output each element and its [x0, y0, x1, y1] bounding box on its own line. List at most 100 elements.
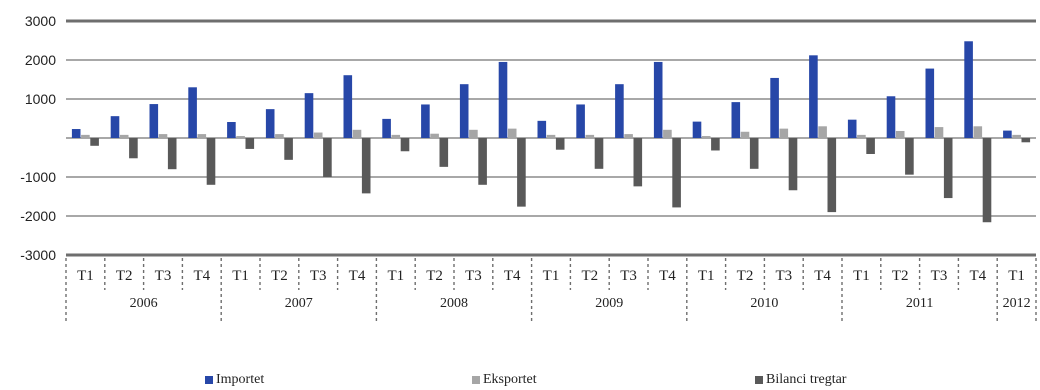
bar-importet [188, 87, 197, 138]
bar-bilanci-tregtar [866, 138, 875, 154]
legend-item-bilanci-tregtar: Bilanci tregtar [755, 372, 846, 388]
y-axis: 3000 2000 1000 -1000 -2000 -3000 [20, 13, 56, 263]
bar-importet [304, 93, 314, 138]
bar-importet [459, 84, 469, 138]
bar-eksportet [313, 132, 323, 138]
bar-importet [770, 77, 779, 138]
bar-importet [71, 129, 81, 138]
bar-eksportet [197, 134, 207, 138]
y-tick-label: 3000 [25, 13, 56, 29]
bar-importet [925, 68, 935, 138]
bar-bilanci-tregtar [555, 138, 565, 150]
x-tick-quarter: T2 [737, 268, 754, 284]
bar-bilanci-tregtar [478, 138, 487, 185]
x-tick-quarter: T1 [387, 268, 404, 284]
y-tick-label: -2000 [20, 208, 56, 224]
bar-bilanci-tregtar [517, 138, 526, 207]
x-tick-quarter: T4 [969, 268, 986, 284]
bar-bilanci-tregtar [245, 138, 255, 149]
bar-bilanci-tregtar [361, 138, 371, 194]
legend-label: Importet [216, 372, 265, 387]
bar-importet [1003, 130, 1012, 138]
bar-eksportet [740, 131, 750, 138]
bar-eksportet [1012, 134, 1021, 138]
legend-label: Eksportet [483, 372, 537, 387]
x-tick-quarter: T3 [775, 268, 792, 284]
bar-bilanci-tregtar [982, 138, 992, 223]
bar-eksportet [81, 134, 90, 138]
bar-bilanci-tregtar [206, 138, 216, 185]
x-tick-quarter: T3 [155, 268, 172, 284]
bar-eksportet [818, 126, 827, 138]
bar-bilanci-tregtar [827, 138, 837, 213]
x-tick-quarter: T1 [698, 268, 715, 284]
x-tick-year: 2007 [285, 296, 313, 311]
bar-importet [576, 104, 585, 138]
bar-importet [615, 84, 624, 138]
bar-bilanci-tregtar [749, 138, 759, 169]
bar-importet [498, 61, 508, 139]
x-tick-quarter: T4 [504, 268, 521, 284]
bar-importet [964, 41, 973, 138]
bar-eksportet [119, 134, 129, 138]
bar-importet [421, 104, 430, 138]
legend-item-importet: Importet [205, 372, 264, 388]
x-tick-quarter: T4 [349, 268, 366, 284]
bar-bilanci-tregtar [1021, 138, 1031, 143]
bar-eksportet [275, 134, 284, 138]
bar-importet [847, 119, 857, 138]
x-tick-year: 2010 [750, 296, 778, 311]
bar-importet [227, 122, 236, 138]
bar-importet [692, 121, 702, 138]
bar-importet [537, 120, 547, 138]
x-tick-year: 2011 [906, 296, 933, 311]
bar-importet [731, 102, 741, 138]
bar-importet [343, 75, 353, 138]
bar-eksportet [430, 133, 439, 138]
bar-bilanci-tregtar [167, 138, 177, 170]
x-tick-quarter: T4 [193, 268, 210, 284]
bar-eksportet [469, 129, 478, 138]
bar-eksportet [391, 134, 401, 138]
bar-eksportet [857, 134, 866, 138]
x-axis: T1 T2 T3 T4 2006 T1 T2 T3 T4 2007 T1 T2 T3 T4 2008 T1 T2… [65, 258, 1037, 322]
bar-bilanci-tregtar [788, 138, 798, 191]
bar-importet [809, 55, 818, 138]
x-tick-quarter: T2 [892, 268, 909, 284]
x-tick-quarter: T4 [814, 268, 831, 284]
bar-bilanci-tregtar [284, 138, 293, 160]
legend: Importet Eksportet Bilanci tregtar [0, 372, 1040, 390]
y-tick-label: -1000 [20, 169, 56, 185]
bar-importet [265, 109, 275, 138]
x-tick-quarter: T1 [232, 268, 249, 284]
bar-eksportet [585, 134, 595, 138]
y-tick-label: 1000 [25, 91, 56, 107]
x-tick-quarter: T1 [77, 268, 94, 284]
bar-eksportet [701, 136, 711, 138]
x-tick-quarter: T4 [659, 268, 676, 284]
bar-bilanci-tregtar [633, 138, 643, 187]
x-tick-year: 2006 [130, 296, 158, 311]
legend-swatch [205, 376, 213, 384]
legend-item-eksportet: Eksportet [472, 372, 537, 388]
x-tick-quarter: T1 [853, 268, 870, 284]
legend-label: Bilanci tregtar [766, 372, 847, 387]
bar-eksportet [546, 134, 556, 138]
trade-chart: 3000 2000 1000 -1000 -2000 -3000 T1 T2 T3 T4 2006… [20, 13, 1037, 322]
bar-eksportet [158, 134, 168, 138]
bar-eksportet [352, 129, 362, 138]
x-tick-quarter: T3 [310, 268, 327, 284]
bar-bilanci-tregtar [943, 138, 953, 199]
bar-bilanci-tregtar [672, 138, 681, 208]
bar-bilanci-tregtar [439, 138, 449, 167]
y-tick-label: -3000 [20, 247, 56, 263]
bar-eksportet [779, 128, 789, 138]
x-tick-quarter: T2 [426, 268, 443, 284]
x-tick-quarter: T3 [465, 268, 482, 284]
bars [71, 41, 1031, 223]
bar-bilanci-tregtar [323, 138, 332, 177]
bar-eksportet [507, 128, 517, 138]
x-tick-quarter: T2 [116, 268, 133, 284]
bar-bilanci-tregtar [711, 138, 720, 151]
bar-importet [886, 96, 896, 138]
